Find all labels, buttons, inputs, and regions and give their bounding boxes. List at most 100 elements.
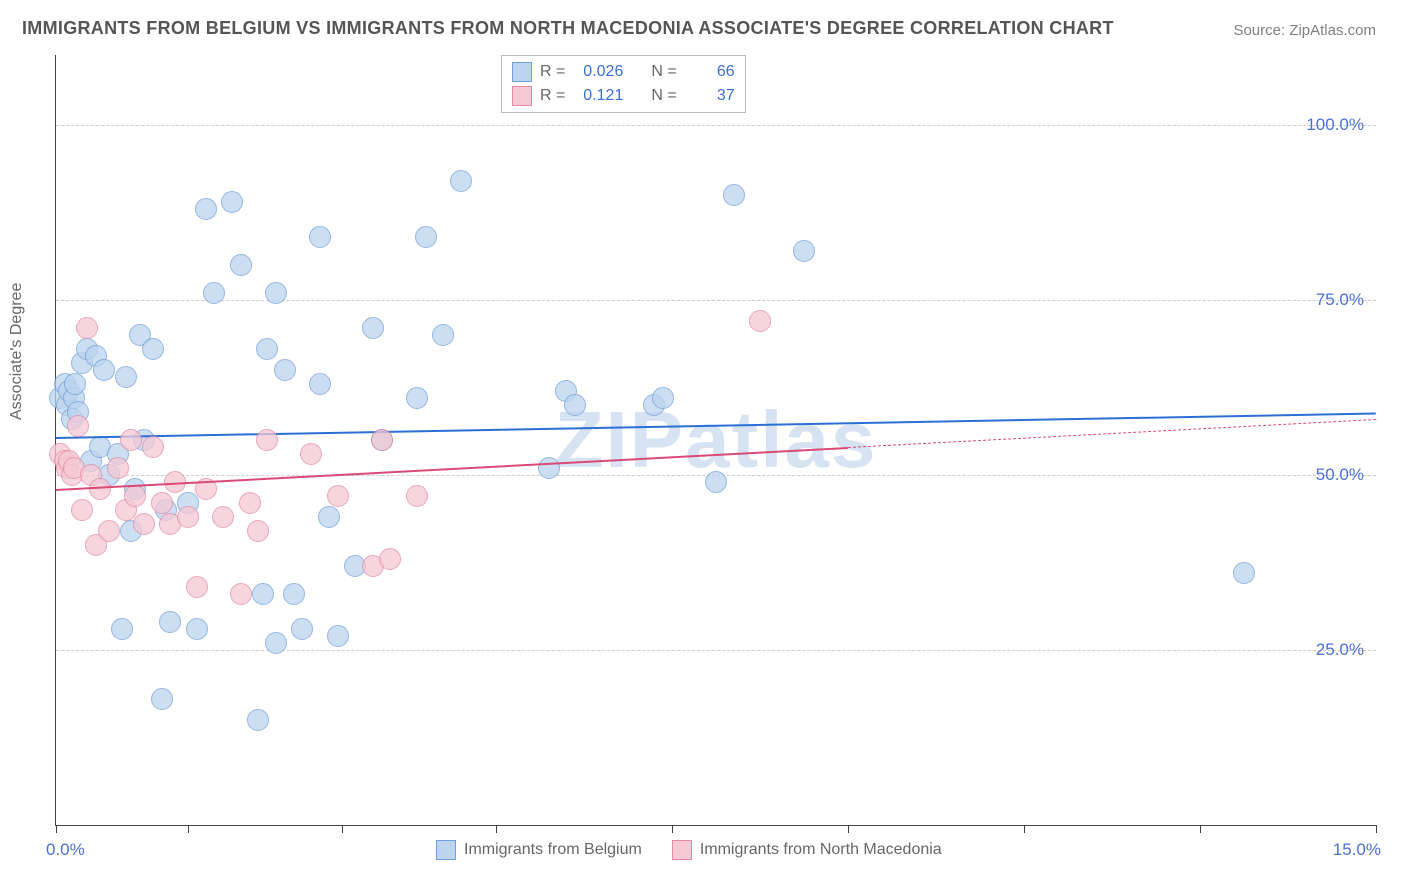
data-point <box>142 338 164 360</box>
legend-r-value: 0.121 <box>573 84 623 108</box>
series-legend-item: Immigrants from North Macedonia <box>672 840 942 860</box>
legend-swatch <box>512 62 532 82</box>
data-point <box>151 688 173 710</box>
data-point <box>111 618 133 640</box>
x-axis-max-label: 15.0% <box>1333 840 1381 860</box>
data-point <box>538 457 560 479</box>
legend-n-label: N = <box>651 60 676 84</box>
data-point <box>371 429 393 451</box>
data-point <box>142 436 164 458</box>
data-point <box>406 485 428 507</box>
source-attribution: Source: ZipAtlas.com <box>1233 22 1376 39</box>
x-tick <box>1200 825 1201 833</box>
x-tick <box>672 825 673 833</box>
data-point <box>186 618 208 640</box>
series-legend-item: Immigrants from Belgium <box>436 840 642 860</box>
data-point <box>177 506 199 528</box>
legend-r-label: R = <box>540 84 565 108</box>
data-point <box>406 387 428 409</box>
data-point <box>133 513 155 535</box>
x-tick <box>342 825 343 833</box>
data-point <box>309 226 331 248</box>
data-point <box>186 576 208 598</box>
data-point <box>1233 562 1255 584</box>
data-point <box>71 499 93 521</box>
data-point <box>415 226 437 248</box>
trend-line <box>848 419 1376 448</box>
data-point <box>107 457 129 479</box>
data-point <box>120 429 142 451</box>
data-point <box>274 359 296 381</box>
trend-line <box>56 412 1376 438</box>
data-point <box>265 282 287 304</box>
x-axis-min-label: 0.0% <box>46 840 85 860</box>
data-point <box>203 282 225 304</box>
data-point <box>705 471 727 493</box>
data-point <box>723 184 745 206</box>
trend-line <box>56 447 848 491</box>
series-legend: Immigrants from Belgium Immigrants from N… <box>436 840 942 860</box>
legend-n-label: N = <box>651 84 676 108</box>
data-point <box>159 611 181 633</box>
correlation-legend: R = 0.026 N = 66 R = 0.121 N = 37 <box>501 55 746 113</box>
data-point <box>247 709 269 731</box>
x-tick <box>1024 825 1025 833</box>
x-tick <box>848 825 849 833</box>
x-tick <box>496 825 497 833</box>
data-point <box>67 415 89 437</box>
data-point <box>64 373 86 395</box>
data-point <box>450 170 472 192</box>
gridline <box>56 300 1376 301</box>
legend-r-value: 0.026 <box>573 60 623 84</box>
legend-row: R = 0.121 N = 37 <box>512 84 735 108</box>
data-point <box>124 485 146 507</box>
data-point <box>239 492 261 514</box>
data-point <box>98 520 120 542</box>
data-point <box>379 548 401 570</box>
chart-title: IMMIGRANTS FROM BELGIUM VS IMMIGRANTS FR… <box>22 18 1114 39</box>
legend-r-label: R = <box>540 60 565 84</box>
data-point <box>362 317 384 339</box>
y-axis-label: Associate's Degree <box>8 283 26 420</box>
y-tick-label: 50.0% <box>1316 465 1364 485</box>
data-point <box>652 387 674 409</box>
data-point <box>327 625 349 647</box>
data-point <box>564 394 586 416</box>
data-point <box>283 583 305 605</box>
data-point <box>252 583 274 605</box>
y-tick-label: 75.0% <box>1316 290 1364 310</box>
x-tick <box>188 825 189 833</box>
series-label: Immigrants from North Macedonia <box>700 841 942 859</box>
data-point <box>749 310 771 332</box>
legend-swatch <box>512 86 532 106</box>
legend-swatch <box>672 840 692 860</box>
data-point <box>432 324 454 346</box>
data-point <box>221 191 243 213</box>
data-point <box>230 583 252 605</box>
data-point <box>309 373 331 395</box>
data-point <box>247 520 269 542</box>
data-point <box>76 317 98 339</box>
data-point <box>151 492 173 514</box>
data-point <box>115 366 137 388</box>
data-point <box>256 429 278 451</box>
data-point <box>212 506 234 528</box>
legend-n-value: 37 <box>685 84 735 108</box>
data-point <box>256 338 278 360</box>
legend-row: R = 0.026 N = 66 <box>512 60 735 84</box>
data-point <box>300 443 322 465</box>
data-point <box>327 485 349 507</box>
gridline <box>56 125 1376 126</box>
data-point <box>291 618 313 640</box>
series-label: Immigrants from Belgium <box>464 841 642 859</box>
gridline <box>56 650 1376 651</box>
scatter-plot-area: ZIPatlas R =0.026N =66R =0.121N =37 Immi… <box>55 55 1376 826</box>
x-tick <box>56 825 57 833</box>
x-tick <box>1376 825 1377 833</box>
y-tick-label: 100.0% <box>1306 115 1364 135</box>
data-point <box>793 240 815 262</box>
data-point <box>195 198 217 220</box>
legend-n-value: 66 <box>685 60 735 84</box>
data-point <box>318 506 340 528</box>
y-tick-label: 25.0% <box>1316 640 1364 660</box>
